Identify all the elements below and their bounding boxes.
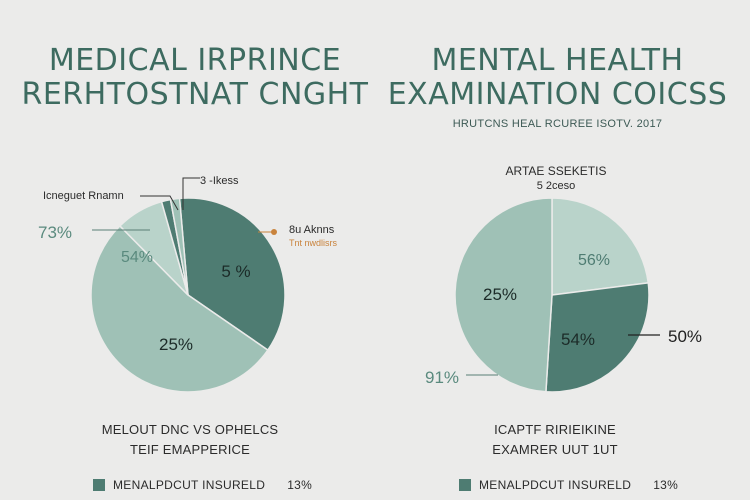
pie-0-slice-0: [178, 197, 286, 352]
right-top-label-2: 5 2ceso: [537, 180, 576, 192]
callout-label-50: 50%: [668, 327, 702, 346]
right-callouts: ARTAE SSEKETIS 5 2ceso 50% 91%: [425, 164, 702, 387]
callout-line-3ikess: [182, 177, 200, 210]
callout-label-3ikess: 3 -Ikess: [200, 175, 239, 187]
left-title-line-2: RERHTOSTNAT CNGHT: [21, 76, 369, 112]
left-pie-chart: 5 % 25% 54%: [90, 197, 286, 393]
left-title-line-1: MEDICAL IRPRINCE: [48, 43, 342, 78]
callout-label-icneguet: Icneguet Rnamn: [43, 190, 124, 202]
right-footer: ICAPTF RIRIEIKINE EXAMRER UUT 1UT: [390, 420, 720, 460]
callout-label-91: 91%: [425, 368, 459, 387]
left-legend: MENALPDCUT INSURELD 13%: [93, 478, 312, 492]
right-top-label-1: ARTAE SSEKETIS: [506, 164, 607, 178]
right-legend: MENALPDCUT INSURELD 13%: [459, 478, 678, 492]
callout-dot-aknns: [271, 229, 277, 235]
right-title-line-2: EXAMINATION COICSS: [387, 76, 728, 112]
pie-1-slice-1: [545, 282, 650, 393]
right-legend-label: MENALPDCUT INSURELD: [479, 478, 632, 492]
right-footer-line-2: EXAMRER UUT 1UT: [492, 442, 618, 458]
left-footer: MELOUT DNC VS OPHELCS TEIF EMAPPERICE: [30, 420, 350, 460]
pie-0-slice-1-label: 25%: [159, 335, 193, 354]
pie-1-slice-2-label: 25%: [483, 285, 517, 304]
pie-1-slice-0: [551, 197, 650, 296]
left-footer-line-2: TEIF EMAPPERICE: [129, 442, 251, 458]
left-legend-value: 13%: [287, 478, 313, 492]
pie-0-slice-1: [90, 224, 269, 393]
right-title-line-1: MENTAL HEALTH: [431, 43, 684, 78]
right-footer-line-1: ICAPTF RIRIEIKINE: [494, 422, 616, 437]
left-legend-swatch: [93, 479, 105, 491]
right-chart-subtitle: HRUTCNS HEAL RCUREE ISOTV. 2017: [452, 118, 663, 130]
callout-line-icneguet: [140, 195, 179, 211]
pie-0-slice-4: [169, 197, 189, 296]
pie-0-slice-0-label: 5 %: [221, 262, 250, 281]
left-legend-label: MENALPDCUT INSURELD: [113, 478, 266, 492]
pie-1-slice-2: [454, 197, 553, 393]
callout-label-aknns: 8u Aknns: [289, 224, 335, 236]
callout-label-nwdlisrs: Tnt nwdlisrs: [289, 238, 338, 248]
left-callouts: 73% Icneguet Rnamn 3 -Ikess 8u Aknns Tnt…: [38, 175, 338, 248]
callout-label-73: 73%: [38, 223, 72, 242]
right-legend-value: 13%: [653, 478, 679, 492]
left-footer-line-1: MELOUT DNC VS OPHELCS: [101, 422, 279, 437]
pie-0-slice-2-label: 54%: [121, 249, 153, 266]
left-chart-title: MEDICAL IRPRINCE RERHTOSTNAT CNGHT: [20, 44, 370, 111]
pie-1-slice-0-label: 56%: [578, 252, 610, 269]
pie-1-slice-1-label: 54%: [561, 330, 595, 349]
right-chart-title: MENTAL HEALTH EXAMINATION COICSS: [385, 44, 730, 111]
right-legend-swatch: [459, 479, 471, 491]
right-pie-chart: 56% 54% 25%: [454, 197, 650, 393]
